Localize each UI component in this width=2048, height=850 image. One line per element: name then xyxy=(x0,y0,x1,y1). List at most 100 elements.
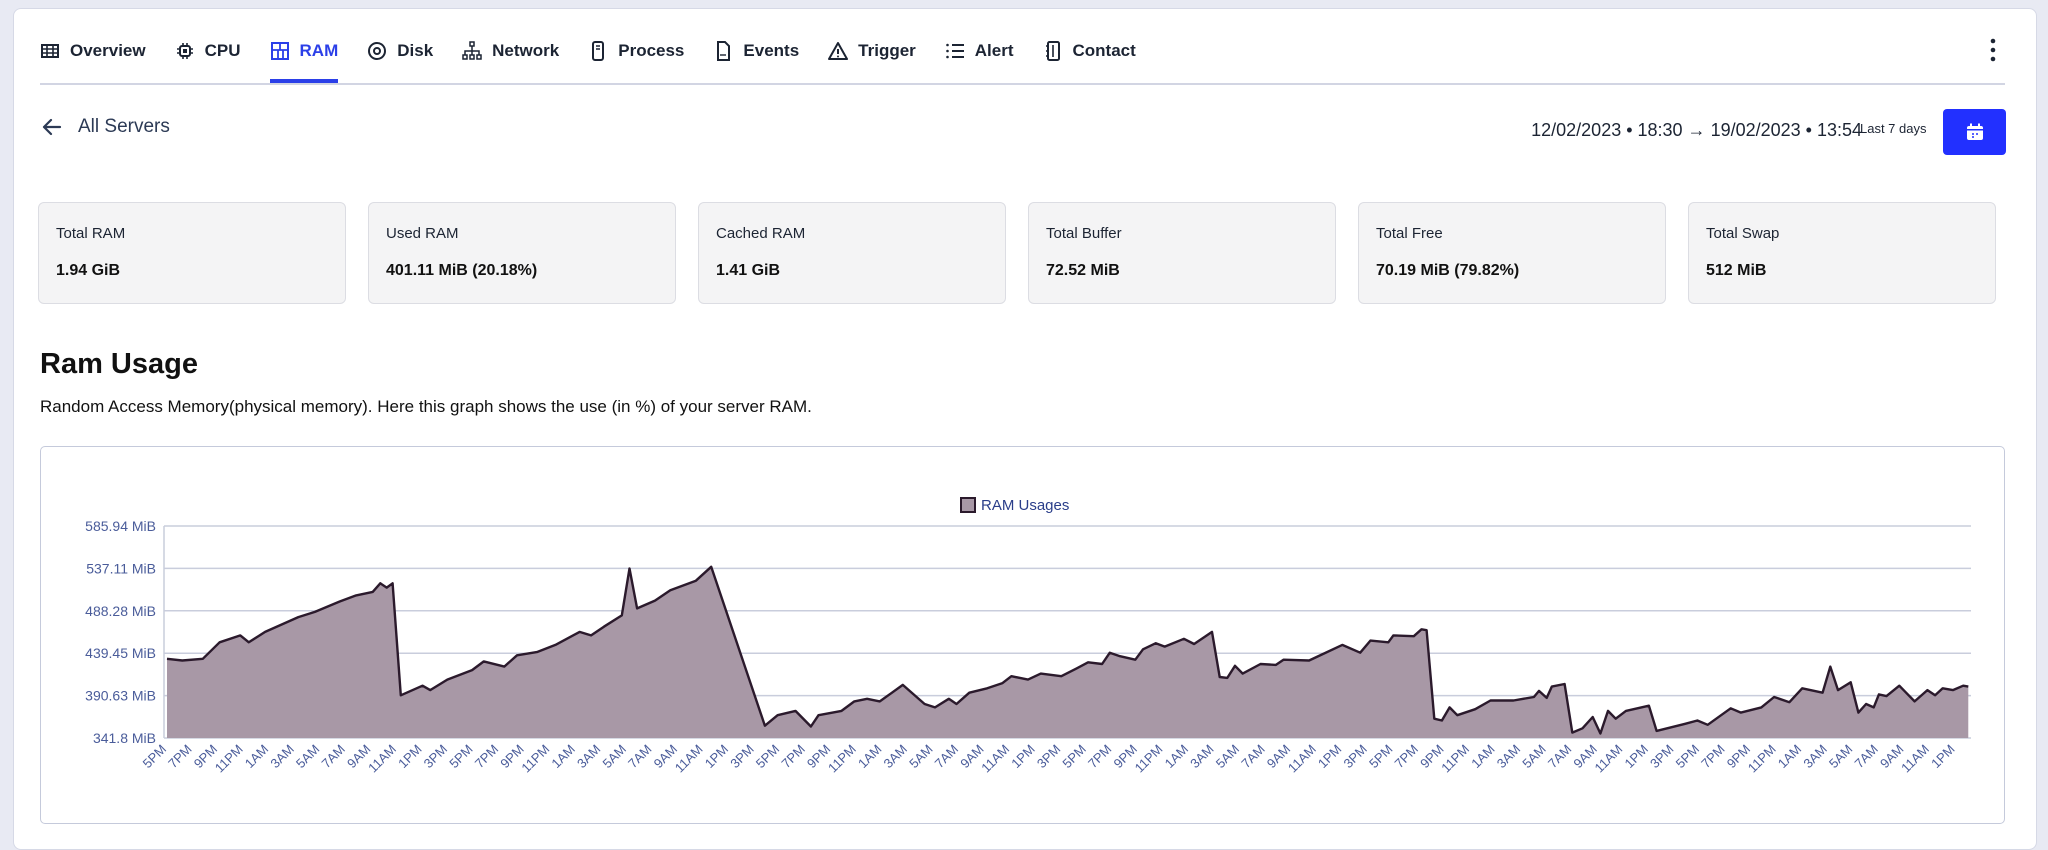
x-tick-label: 7PM xyxy=(1085,742,1115,772)
tab-network[interactable]: Network xyxy=(462,34,573,68)
kebab-icon xyxy=(1984,36,2002,64)
stat-value: 401.11 MiB (20.18%) xyxy=(386,262,658,280)
x-tick-label: 11AM xyxy=(1592,742,1626,776)
tab-label: Events xyxy=(743,41,799,61)
cpu-icon xyxy=(175,41,195,61)
stat-value: 1.94 GiB xyxy=(56,262,328,280)
legend-label[interactable]: RAM Usages xyxy=(981,497,1069,514)
contact-book-icon xyxy=(1043,41,1063,61)
x-tick-label: 7PM xyxy=(165,742,195,772)
process-icon xyxy=(588,41,608,61)
x-tick-label: 1AM xyxy=(548,742,578,772)
x-tick-label: 5AM xyxy=(1826,742,1856,772)
x-tick-label: 1AM xyxy=(1162,742,1192,772)
x-tick-label: 7AM xyxy=(1238,742,1268,772)
tab-alert[interactable]: Alert xyxy=(945,34,1028,68)
x-tick-label: 11PM xyxy=(1132,742,1166,776)
x-tick-label: 5PM xyxy=(1059,742,1089,772)
ram-icon xyxy=(270,41,290,61)
tab-process[interactable]: Process xyxy=(588,34,698,68)
x-tick-label: 7PM xyxy=(1392,742,1422,772)
x-tick-label: 3AM xyxy=(881,742,911,772)
x-tick-label: 3PM xyxy=(421,742,451,772)
disk-icon xyxy=(367,41,387,61)
x-tick-label: 1AM xyxy=(1468,742,1498,772)
tab-contact[interactable]: Contact xyxy=(1043,34,1150,68)
tab-cpu[interactable]: CPU xyxy=(175,34,255,68)
stat-label: Cached RAM xyxy=(716,225,988,242)
y-tick-label: 585.94 MiB xyxy=(85,518,156,534)
x-tick-label: 11PM xyxy=(212,742,246,776)
x-tick-label: 5AM xyxy=(293,742,323,772)
date-picker-button[interactable] xyxy=(1943,109,2006,155)
x-tick-label: 3PM xyxy=(1340,742,1370,772)
tab-label: Trigger xyxy=(858,41,916,61)
x-tick-label: 7PM xyxy=(1698,742,1728,772)
date-preset-label[interactable]: Last 7 days xyxy=(1860,121,1927,136)
x-tick-label: 1PM xyxy=(1315,742,1345,772)
tab-label: Contact xyxy=(1073,41,1136,61)
calendar-icon xyxy=(1965,122,1985,142)
x-tick-label: 1AM xyxy=(242,742,272,772)
tab-trigger[interactable]: Trigger xyxy=(828,34,930,68)
stat-label: Total Swap xyxy=(1706,225,1978,242)
x-tick-label: 1AM xyxy=(1775,742,1805,772)
back-label: All Servers xyxy=(78,116,170,138)
x-tick-label: 11PM xyxy=(1438,742,1472,776)
y-tick-label: 439.45 MiB xyxy=(85,645,156,661)
tab-disk[interactable]: Disk xyxy=(367,34,447,68)
more-options-button[interactable] xyxy=(1984,36,2002,64)
x-tick-label: 3AM xyxy=(574,742,604,772)
tab-label: CPU xyxy=(205,41,241,61)
x-tick-label: 3AM xyxy=(1800,742,1830,772)
x-tick-label: 7PM xyxy=(778,742,808,772)
tab-overview[interactable]: Overview xyxy=(40,34,160,68)
x-tick-label: 3PM xyxy=(1647,742,1677,772)
x-tick-label: 5PM xyxy=(1673,742,1703,772)
x-tick-label: 5PM xyxy=(1366,742,1396,772)
section-title: Ram Usage xyxy=(40,348,198,381)
legend-swatch xyxy=(961,498,975,512)
tab-events[interactable]: Events xyxy=(713,34,813,68)
tab-ram[interactable]: RAM xyxy=(270,34,353,68)
x-tick-label: 11PM xyxy=(1745,742,1779,776)
x-tick-label: 11AM xyxy=(1285,742,1319,776)
x-tick-label: 5AM xyxy=(1519,742,1549,772)
x-tick-label: 3AM xyxy=(1494,742,1524,772)
document-icon xyxy=(713,41,733,61)
arrow-left-icon xyxy=(40,115,64,139)
x-tick-label: 5AM xyxy=(1213,742,1243,772)
x-tick-label: 1PM xyxy=(1928,742,1958,772)
back-to-all-servers-link[interactable]: All Servers xyxy=(40,115,170,139)
top-nav: Overview CPU RAM Disk Network Process Events Tr… xyxy=(40,34,1165,84)
stat-card-total-swap: Total Swap 512 MiB xyxy=(1688,202,1996,304)
x-tick-label: 11AM xyxy=(1898,742,1932,776)
x-tick-label: 5AM xyxy=(906,742,936,772)
x-tick-label: 11PM xyxy=(825,742,859,776)
tab-label: Network xyxy=(492,41,559,61)
x-tick-label: 1AM xyxy=(855,742,885,772)
stat-value: 512 MiB xyxy=(1706,262,1978,280)
date-range-text: 12/02/2023 • 18:30 → 19/02/2023 • 13:54 xyxy=(1531,120,1862,141)
x-tick-label: 1PM xyxy=(1008,742,1038,772)
warning-icon xyxy=(828,41,848,61)
x-tick-label: 5PM xyxy=(446,742,476,772)
x-tick-label: 3AM xyxy=(267,742,297,772)
x-tick-label: 3AM xyxy=(1187,742,1217,772)
x-tick-label: 7PM xyxy=(472,742,502,772)
tab-label: RAM xyxy=(300,41,339,61)
y-tick-label: 537.11 MiB xyxy=(86,560,156,576)
stat-value: 72.52 MiB xyxy=(1046,262,1318,280)
stat-label: Total Free xyxy=(1376,225,1648,242)
x-tick-label: 7AM xyxy=(625,742,655,772)
x-tick-label: 7AM xyxy=(932,742,962,772)
network-icon xyxy=(462,41,482,61)
